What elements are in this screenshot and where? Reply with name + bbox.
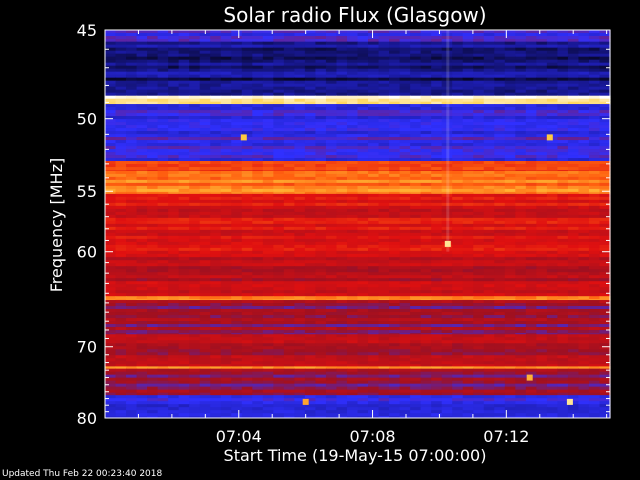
x-tick-label: 07:08 (349, 427, 395, 446)
burst-point (302, 398, 309, 405)
burst-point (526, 374, 533, 381)
frequency-band (105, 366, 611, 370)
burst-point (566, 398, 573, 405)
frequency-band (105, 41, 611, 97)
frequency-band (105, 170, 611, 195)
frequency-band (105, 368, 611, 396)
updated-timestamp: Updated Thu Feb 22 00:23:40 2018 (2, 469, 163, 479)
chart-title: Solar radio Flux (Glasgow) (223, 3, 486, 27)
frequency-band (105, 334, 611, 367)
frequency-band (105, 30, 611, 43)
frequency-band (105, 300, 611, 335)
heatmap-area (105, 30, 611, 419)
frequency-band (105, 193, 611, 258)
frequency-band (105, 296, 611, 301)
y-tick-label: 45 (77, 21, 97, 40)
frequency-band (105, 95, 611, 105)
burst-point (240, 134, 247, 141)
burst-point (444, 240, 451, 247)
x-tick-label: 07:12 (483, 427, 529, 446)
frequency-band (105, 257, 611, 297)
y-axis-label: Frequency [MHz] (47, 158, 66, 292)
y-tick-label: 55 (77, 182, 97, 201)
frequency-band (105, 161, 611, 172)
interference-streak (446, 30, 450, 252)
frequency-band (105, 395, 611, 419)
plot-frame (104, 29, 611, 419)
y-tick-label: 70 (77, 338, 97, 357)
burst-point (546, 134, 553, 141)
x-tick-label: 07:04 (216, 427, 262, 446)
y-axis: 45 50 55 60 70 80 (77, 21, 610, 428)
y-tick-label: 50 (77, 110, 97, 129)
y-tick-label: 80 (77, 409, 97, 428)
y-tick-label: 60 (77, 243, 97, 262)
frequency-band (105, 104, 611, 162)
x-axis: 07:04 07:08 07:12 (104, 30, 608, 446)
x-axis-label: Start Time (19-May-15 07:00:00) (224, 446, 487, 465)
